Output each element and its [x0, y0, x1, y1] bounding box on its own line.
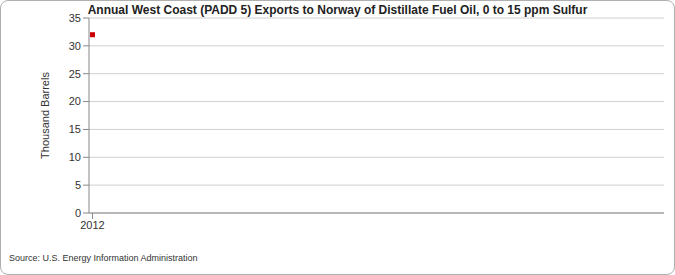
svg-text:Thousand Barrels: Thousand Barrels — [39, 72, 51, 159]
svg-text:5: 5 — [75, 179, 81, 191]
svg-text:0: 0 — [75, 207, 81, 219]
svg-text:30: 30 — [69, 40, 81, 52]
svg-text:10: 10 — [69, 151, 81, 163]
svg-text:20: 20 — [69, 95, 81, 107]
html-text:Annual West Coast (PADD 5) Exp: Annual West Coast (PADD 5) Exports to No… — [87, 3, 588, 17]
html-text:Source: U.S. Energy Informatio: Source: U.S. Energy Information Administ… — [9, 253, 198, 263]
svg-text:15: 15 — [69, 123, 81, 135]
svg-text:2012: 2012 — [80, 219, 104, 231]
svg-text:25: 25 — [69, 68, 81, 80]
svg-text:35: 35 — [69, 12, 81, 24]
